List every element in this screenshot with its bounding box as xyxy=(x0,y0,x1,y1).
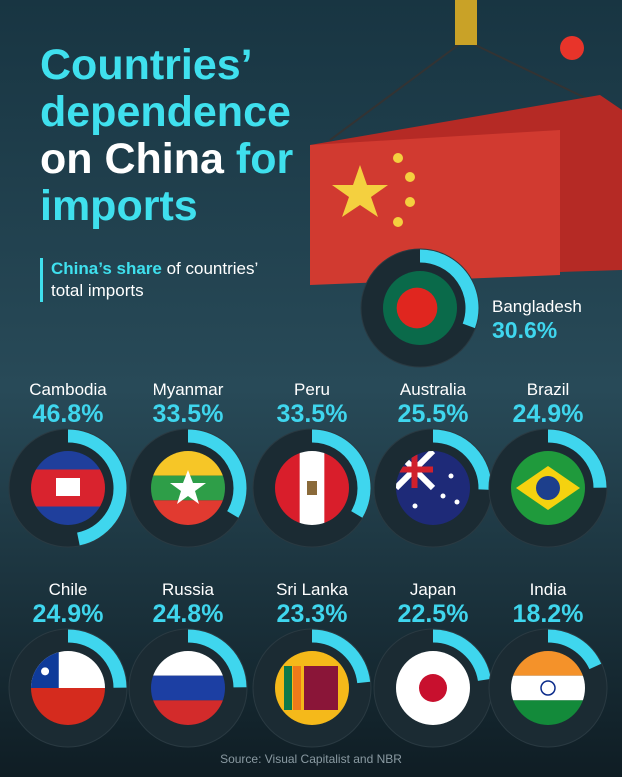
flag-part xyxy=(448,473,454,479)
value-label: 24.9% xyxy=(33,600,104,628)
flag-part xyxy=(536,476,560,500)
donut-arc xyxy=(419,249,479,329)
donut xyxy=(128,428,248,548)
flag xyxy=(275,451,349,525)
flag-part xyxy=(454,499,460,505)
flag-part xyxy=(56,478,80,496)
donut xyxy=(8,628,128,748)
donut xyxy=(373,428,493,548)
donut-arc xyxy=(547,429,607,489)
flag xyxy=(275,651,349,725)
flag xyxy=(31,651,105,725)
value-label: 25.5% xyxy=(398,400,469,428)
subtitle-parts: China’s share xyxy=(51,259,162,278)
title: Countries’ dependence on China for impor… xyxy=(40,42,310,230)
donut-arc xyxy=(311,629,371,684)
category-label: Cambodia xyxy=(29,380,107,399)
value-label: 33.5% xyxy=(277,400,348,428)
donut-arc xyxy=(432,629,491,682)
value-label: 30.6% xyxy=(492,317,557,343)
value-label: 24.8% xyxy=(153,600,224,628)
flag-part xyxy=(440,493,446,499)
title-parts: on China xyxy=(40,135,224,183)
donut xyxy=(488,628,608,748)
flag-part xyxy=(411,451,418,488)
donut-arc xyxy=(67,429,127,546)
source: Source: Visual Capitalist and NBR xyxy=(220,752,402,766)
category-label: Peru xyxy=(294,380,330,399)
flag-part xyxy=(41,667,50,676)
flag-part xyxy=(419,674,447,702)
donut xyxy=(488,428,608,548)
title-parts: Countries’ dependence xyxy=(40,41,291,136)
donut xyxy=(360,248,480,368)
flag xyxy=(31,451,105,525)
donut-arc xyxy=(547,629,602,670)
donut-arc xyxy=(187,629,247,688)
flag xyxy=(511,651,585,725)
donut-arc xyxy=(432,429,492,490)
value-label: 24.9% xyxy=(513,400,584,428)
donut xyxy=(8,428,128,548)
flag-part xyxy=(540,680,556,696)
donut-arc xyxy=(311,429,371,518)
value-label: 22.5% xyxy=(398,600,469,628)
flag xyxy=(151,451,225,525)
subtitle: China’s share of countries’ total import… xyxy=(40,258,291,302)
flag-part xyxy=(304,666,338,710)
donut-arc xyxy=(67,629,127,689)
value-label: 33.5% xyxy=(153,400,224,428)
flag-part xyxy=(170,470,206,504)
flag-part xyxy=(284,666,292,710)
donut xyxy=(128,628,248,748)
category-label: Brazil xyxy=(527,380,570,399)
flag xyxy=(396,451,470,525)
value-label: 18.2% xyxy=(513,600,584,628)
flag xyxy=(151,651,225,725)
flag-part xyxy=(307,481,317,495)
donut xyxy=(373,628,493,748)
category-label: Myanmar xyxy=(153,380,224,399)
category-label: Australia xyxy=(400,380,467,399)
flag xyxy=(511,451,585,525)
value-label: 23.3% xyxy=(277,600,348,628)
donut-arc xyxy=(187,429,247,518)
flag-part xyxy=(511,675,585,701)
flag xyxy=(396,651,470,725)
subtitle-parts: of countries’ total imports xyxy=(51,259,258,300)
category-label: Chile xyxy=(49,580,88,599)
flag-part xyxy=(396,287,438,329)
category-label: Japan xyxy=(410,580,456,599)
flag-part xyxy=(412,503,418,509)
category-label: Bangladesh xyxy=(492,297,582,316)
value-label: 46.8% xyxy=(33,400,104,428)
title-parts: for imports xyxy=(40,135,294,230)
donut xyxy=(252,428,372,548)
category-label: Sri Lanka xyxy=(276,580,348,599)
category-label: India xyxy=(530,580,567,599)
container-illustration xyxy=(310,0,622,285)
donut xyxy=(252,628,372,748)
flag-part xyxy=(151,675,225,701)
flag xyxy=(383,271,457,345)
category-label: Russia xyxy=(162,580,215,599)
flag-part xyxy=(293,666,301,710)
